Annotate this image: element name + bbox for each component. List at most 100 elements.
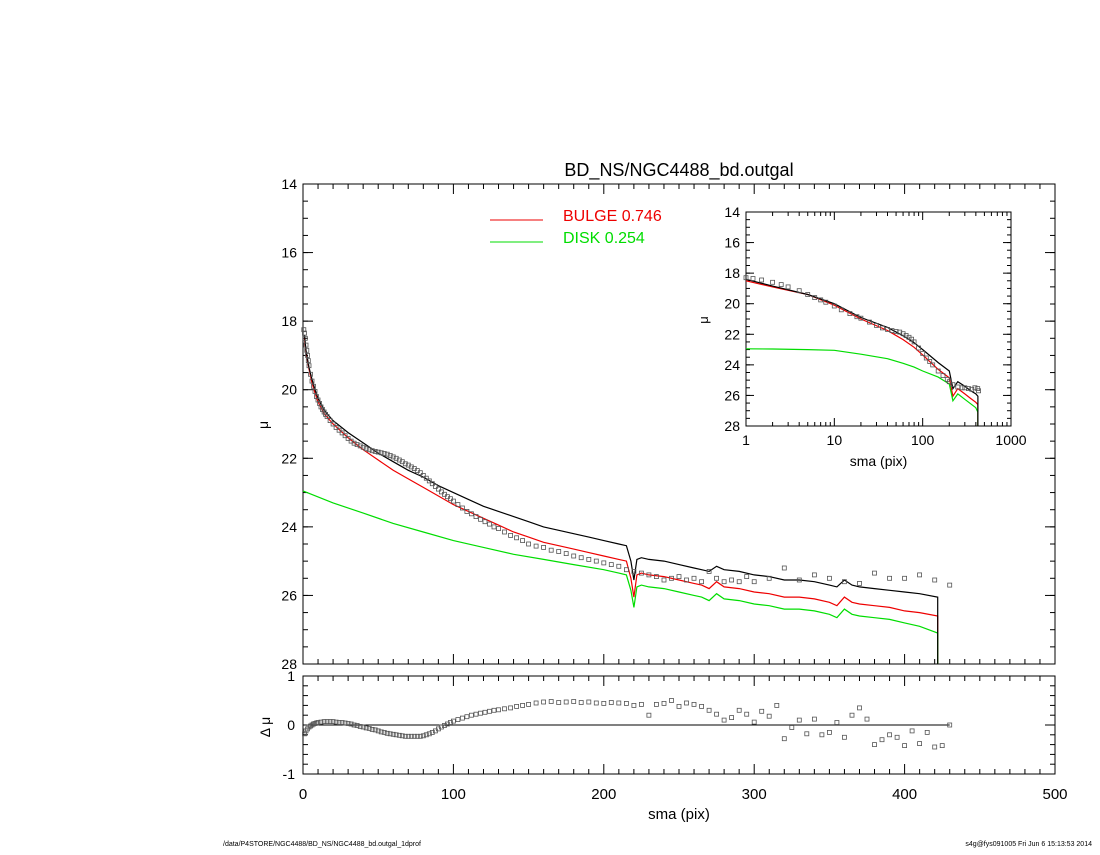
residual-series-residual-point [345,721,351,726]
inset-series-data-point [935,368,941,374]
residual-series-residual-point [455,717,461,722]
residual-series-residual-point [318,719,324,725]
main-series-data-point [676,574,682,579]
residual-series-residual-point [496,707,501,713]
residual-series-residual-point [464,714,470,720]
residual-series-residual-point [902,743,907,748]
residual-series-residual-point [387,731,393,737]
inset-series-data-point [823,299,829,305]
main-ytick-label: 24 [281,519,297,535]
main-ylabel: μ [255,421,271,429]
main-series-data-point [308,371,313,377]
residual-series-residual-point [586,699,592,705]
main-series-data-point [684,577,689,583]
main-title: BD_NS/NGC4488_bd.outgal [564,160,793,181]
residual-series-residual-point [351,722,357,728]
residual-series-residual-point [669,698,674,703]
residual-series-residual-point [444,721,450,727]
main-ytick-label: 18 [281,313,297,329]
inset-series-data-point [911,339,917,345]
inset-xtick-label: 100 [911,432,935,448]
residual-series-residual-point [781,736,787,742]
inset-series-data-point [743,275,749,281]
inset-panel: 14 16 18 20 22 24 26 281 10 100 1000 sma (pix) μ [696,204,1027,469]
residual-series-residual-point [357,724,363,729]
residual-series-residual-point [939,743,945,748]
main-series-data-point [390,454,396,460]
main-series-data-point [751,579,757,585]
residual-series-residual-point [721,717,727,723]
residual-series-residual-point [420,733,426,739]
residual-series-residual-point [601,701,607,706]
residual-series-residual-point [520,703,525,708]
main-series-data-point [302,330,307,336]
residual-series-residual-point [804,731,810,737]
inset-series-data-point [916,345,921,351]
main-series-data-point [502,529,507,535]
inset-series-data-point [858,315,864,321]
residual-series-residual-point [502,706,507,712]
main-series-bulge-line [303,338,939,664]
inset-ytick-label: 22 [724,326,740,342]
residual-series-residual-point [796,717,802,723]
inset-series-data-point [923,355,929,361]
main-series-data-point [435,486,441,492]
residual-series-residual-point [932,744,938,750]
main-series-data-point [661,577,667,583]
inset-series-data-point [847,311,853,317]
residual-series-residual-point [556,700,562,705]
residual-series-residual-point [533,700,539,706]
main-series-data-point [366,447,372,453]
residual-series-residual-point [378,729,384,735]
residual-series-residual-point [624,701,629,706]
residual-series-residual-point [369,727,375,732]
main-series-data-point [324,414,330,419]
inset-series-data-point [969,386,975,392]
residual-series-residual-point [834,720,840,725]
residual-series-residual-point [438,724,444,730]
residual-series-residual-point [302,731,307,737]
main-series-data-point [932,577,938,583]
inset-ytick-label: 24 [724,357,740,373]
inset-series-data-point [831,303,837,309]
residual-series-residual-point [399,733,405,739]
residual-series-residual-point [327,719,333,724]
residual-series-residual-point [548,699,554,704]
main-series-data-point [314,394,319,400]
residual-ytick-label: -1 [283,766,296,782]
residual-series-residual-point [894,734,900,740]
main-ytick-label: 26 [281,587,297,603]
inset-ytick-label: 14 [724,204,740,220]
main-series-data-point [706,569,712,574]
main-series-data-point [417,470,423,476]
main-series-data-point [646,572,652,578]
inset-series-data-point [778,282,784,288]
main-series-data-point [381,451,387,456]
main-series-data-point [351,440,357,446]
residual-series-residual-point [414,733,420,739]
residual-series-residual-point [508,705,514,711]
main-series-data-point [578,555,584,561]
main-series-data-point [354,442,360,448]
main-series-data-point [330,421,336,427]
residual-series-residual-point [857,705,862,711]
residual-series-residual-point [459,715,465,721]
main-series-data-point [420,472,426,478]
residual-series-residual-point [491,707,497,713]
inset-series-data-point [940,373,946,379]
residual-series-residual-point [363,725,369,731]
inset-ytick-label: 20 [724,296,740,312]
main-series-data-point [729,577,734,583]
residual-series-residual-point [441,723,447,728]
residual-series-residual-point [447,720,453,725]
residual-series-residual-point [309,722,315,728]
inset-series-data-point [812,295,818,301]
main-series-data-point [315,397,321,403]
main-series-data-point [441,491,447,497]
inset-series-data-point [805,292,811,297]
residual-series-residual-point [426,731,432,737]
main-series-data-point [616,563,622,569]
main-series-data-point [496,526,501,531]
main-series-data-point [378,450,384,456]
residual-series-residual-point [872,742,877,747]
